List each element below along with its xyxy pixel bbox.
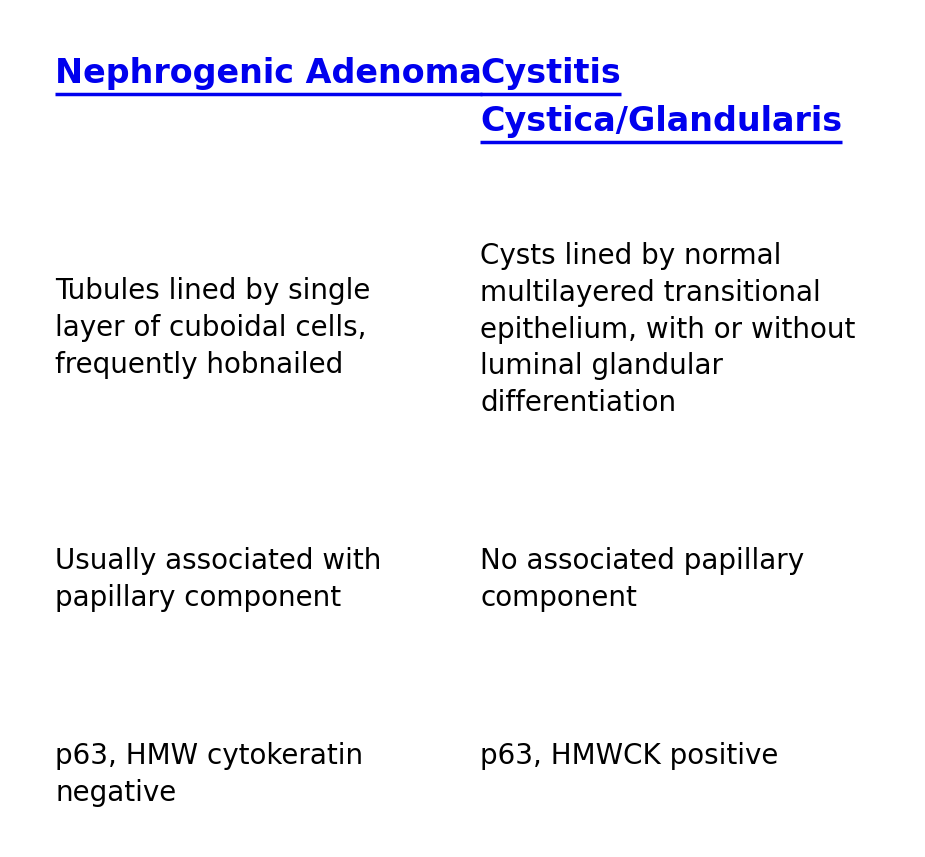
Text: Cystica/Glandularis: Cystica/Glandularis bbox=[480, 105, 842, 138]
Text: Cysts lined by normal
multilayered transitional
epithelium, with or without
lumi: Cysts lined by normal multilayered trans… bbox=[480, 242, 856, 417]
Text: No associated papillary
component: No associated papillary component bbox=[480, 547, 804, 612]
Text: p63, HMW cytokeratin
negative: p63, HMW cytokeratin negative bbox=[55, 742, 364, 806]
Text: Tubules lined by single
layer of cuboidal cells,
frequently hobnailed: Tubules lined by single layer of cuboida… bbox=[55, 277, 370, 379]
Text: Nephrogenic Adenoma: Nephrogenic Adenoma bbox=[55, 57, 482, 90]
Text: p63, HMWCK positive: p63, HMWCK positive bbox=[480, 742, 778, 770]
Text: Cystitis: Cystitis bbox=[480, 57, 621, 90]
Text: Usually associated with
papillary component: Usually associated with papillary compon… bbox=[55, 547, 381, 612]
